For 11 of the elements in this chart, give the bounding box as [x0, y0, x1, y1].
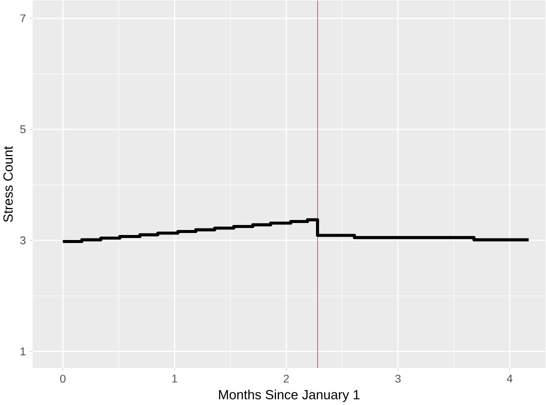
y-tick-label: 5: [20, 125, 26, 134]
x-tick-label: 1: [172, 374, 178, 382]
x-tick-label: 3: [395, 374, 401, 382]
x-tick-label: 2: [284, 374, 289, 382]
y-tick-label: 7: [20, 14, 26, 22]
y-tick-label: 1: [20, 347, 26, 356]
x-tick-label: 0: [60, 374, 66, 382]
x-tick-label: 4: [506, 374, 512, 382]
y-axis-title: Stress Count: [3, 146, 13, 222]
x-axis-title: Months Since January 1: [219, 389, 360, 402]
y-tick-label: 3: [20, 236, 26, 244]
